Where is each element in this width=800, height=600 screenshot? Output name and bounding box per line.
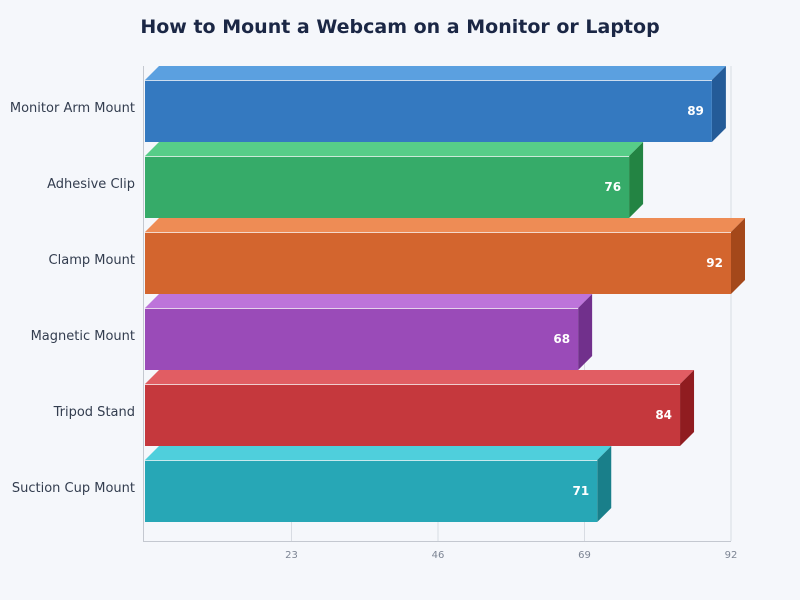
bar-top-face — [145, 142, 644, 156]
bar-value-label: 76 — [604, 180, 621, 194]
bar-top-face — [145, 66, 726, 80]
bar-front-face — [145, 460, 598, 522]
bar-top-face — [145, 294, 593, 308]
bar[interactable]: 68 — [145, 294, 593, 370]
bar-side-face — [629, 142, 644, 218]
bar[interactable]: 76 — [145, 142, 644, 218]
bar-value-label: 92 — [706, 256, 723, 270]
x-axis-tick-label: 69 — [578, 550, 591, 561]
bar-value-label: 71 — [573, 484, 590, 498]
bar-side-face — [731, 218, 745, 294]
y-axis-label: Monitor Arm Mount — [9, 101, 135, 116]
bar-value-label: 84 — [655, 408, 672, 422]
bar[interactable]: 71 — [145, 446, 612, 522]
x-axis-tick-label: 23 — [285, 550, 298, 561]
bar[interactable]: 84 — [145, 370, 695, 446]
bar-top-face — [145, 370, 695, 384]
bar-front-face — [145, 308, 579, 370]
x-axis-tick-label: 92 — [724, 550, 738, 561]
bar-top-face — [145, 218, 745, 232]
bar-front-face — [145, 156, 630, 218]
bar-side-face — [578, 294, 593, 370]
chart-title: How to Mount a Webcam on a Monitor or La… — [140, 16, 660, 38]
y-axis-label: Magnetic Mount — [30, 329, 135, 344]
bar-value-label: 89 — [687, 104, 704, 118]
bar-top-face — [145, 446, 612, 460]
bar-front-face — [145, 384, 681, 446]
bar-value-label: 68 — [553, 332, 570, 346]
y-axis-label: Adhesive Clip — [47, 177, 135, 192]
bar[interactable]: 92 — [145, 218, 745, 294]
y-axis-label: Suction Cup Mount — [11, 481, 135, 496]
bar-front-face — [145, 232, 731, 294]
bar[interactable]: 89 — [145, 66, 726, 142]
y-axis-label: Tripod Stand — [53, 405, 135, 420]
bar-side-face — [597, 446, 612, 522]
y-axis-label: Clamp Mount — [48, 253, 135, 268]
bar-front-face — [145, 80, 712, 142]
bar-side-face — [711, 66, 726, 142]
bar-side-face — [680, 370, 695, 446]
x-axis-tick-label: 46 — [431, 550, 445, 561]
